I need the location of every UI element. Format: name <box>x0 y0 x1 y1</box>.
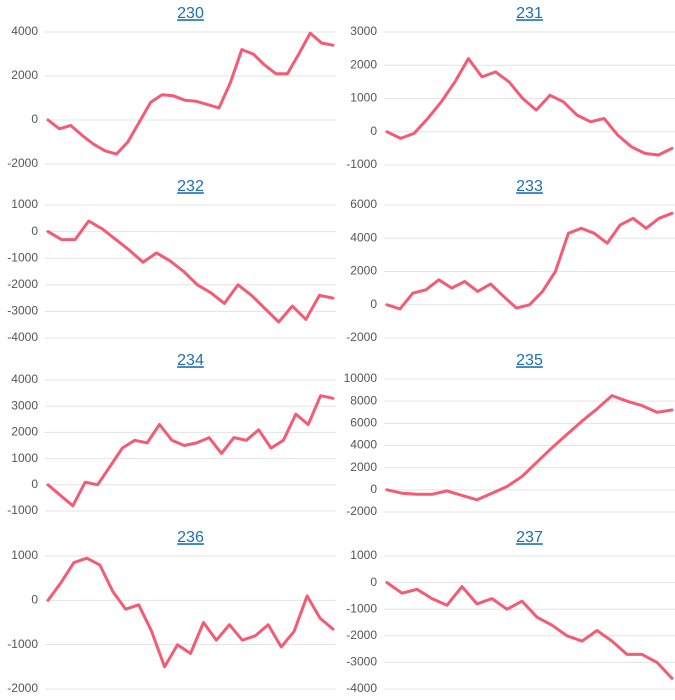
y-tick-label: 4000 <box>350 230 377 244</box>
data-line <box>385 394 674 502</box>
y-tick-label: -1000 <box>346 157 377 171</box>
chart-title[interactable]: 234 <box>177 352 204 369</box>
y-tick-label: 0 <box>370 124 377 138</box>
chart-title[interactable]: 236 <box>177 529 204 546</box>
y-tick-label: 2000 <box>350 460 377 474</box>
y-tick-label: -2000 <box>7 681 38 695</box>
y-tick-label: 2000 <box>11 425 38 439</box>
y-tick-label: -4000 <box>7 330 38 344</box>
y-tick-label: 0 <box>31 477 38 491</box>
y-tick-label: 0 <box>31 112 38 126</box>
y-tick-label: -1000 <box>7 503 38 517</box>
y-tick-label: -3000 <box>346 655 377 669</box>
y-tick-label: 4000 <box>11 372 38 386</box>
data-line <box>46 556 335 669</box>
data-line <box>385 57 674 157</box>
chart-title[interactable]: 232 <box>177 178 204 195</box>
y-tick-label: 10000 <box>344 371 378 385</box>
y-tick-label: -1000 <box>7 637 38 651</box>
y-tick-label: 0 <box>370 297 377 311</box>
y-tick-label: 4000 <box>350 438 377 452</box>
chart-title[interactable]: 231 <box>516 5 543 22</box>
y-tick-label: 0 <box>370 575 377 589</box>
chart-title[interactable]: 235 <box>516 352 543 369</box>
y-tick-label: -2000 <box>7 277 38 291</box>
y-tick-label: -2000 <box>346 330 377 344</box>
y-tick-label: -1000 <box>7 250 38 264</box>
y-tick-label: -4000 <box>346 681 377 695</box>
y-tick-label: 3000 <box>11 398 38 412</box>
y-tick-label: 1000 <box>11 197 38 211</box>
chart-title[interactable]: 230 <box>177 5 204 22</box>
data-line <box>385 581 674 680</box>
y-tick-label: 2000 <box>350 57 377 71</box>
y-tick-label: 2000 <box>350 264 377 278</box>
y-tick-label: 0 <box>370 482 377 496</box>
y-tick-label: 0 <box>31 224 38 238</box>
y-tick-label: -2000 <box>7 156 38 170</box>
y-tick-label: -2000 <box>346 504 377 518</box>
y-tick-label: -1000 <box>346 601 377 615</box>
data-line <box>46 219 335 324</box>
data-line <box>46 31 335 156</box>
y-tick-label: 6000 <box>350 197 377 211</box>
y-tick-label: 1000 <box>11 548 38 562</box>
y-tick-label: 3000 <box>350 24 377 38</box>
y-tick-label: 6000 <box>350 416 377 430</box>
y-tick-label: 8000 <box>350 393 377 407</box>
y-tick-label: -3000 <box>7 304 38 318</box>
data-line <box>46 394 335 508</box>
data-line <box>385 211 674 311</box>
y-tick-label: 2000 <box>11 68 38 82</box>
y-tick-label: 1000 <box>11 451 38 465</box>
chart-title[interactable]: 233 <box>516 178 543 195</box>
y-tick-label: 1000 <box>350 91 377 105</box>
y-tick-label: 1000 <box>350 548 377 562</box>
y-tick-label: 0 <box>31 593 38 607</box>
y-tick-label: 4000 <box>11 24 38 38</box>
y-tick-label: -2000 <box>346 628 377 642</box>
chart-title[interactable]: 237 <box>516 529 543 546</box>
